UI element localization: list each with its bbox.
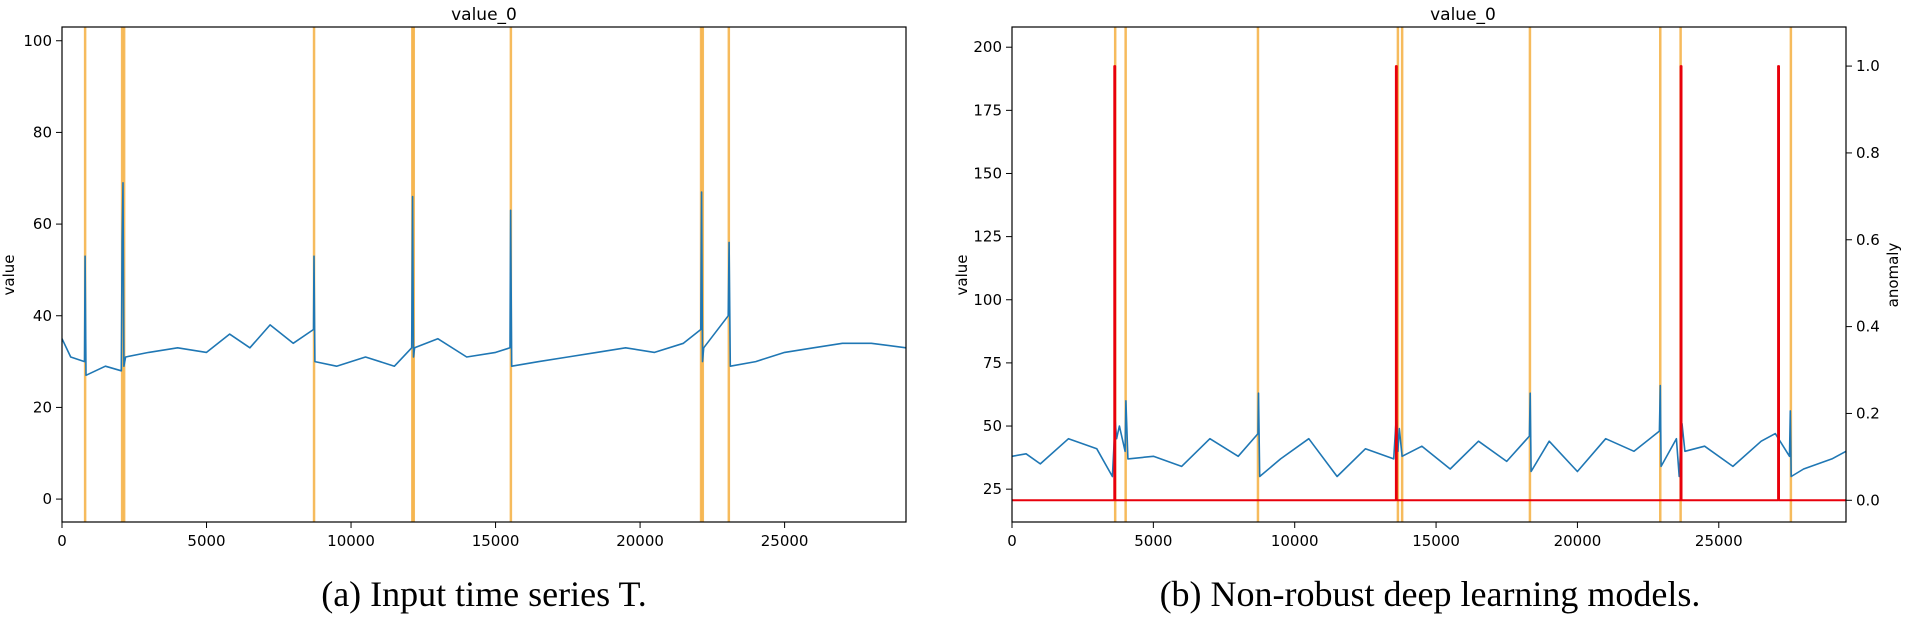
subplot-a-ytick-label-3: 60 — [33, 215, 52, 233]
subplot-a-xtick-label-5: 25000 — [761, 532, 809, 550]
subplot-b-xtick-label-4: 20000 — [1554, 532, 1602, 550]
subplot-a: value_0 value 0 5000 10000 15000 20000 25000 … — [0, 5, 907, 550]
subplot-b-frame — [1011, 26, 1847, 523]
subplot-b-ytick-label-7: 200 — [973, 38, 1002, 56]
subplot-a-ytick-label-5: 100 — [23, 32, 52, 50]
subplot-b-ytick-label-4: 125 — [973, 228, 1002, 246]
subplot-b-ytick-right-label-5: 1.0 — [1856, 57, 1880, 75]
subplot-a-xtick-label-1: 5000 — [187, 532, 225, 550]
subplot-b-xtick-label-5: 25000 — [1695, 532, 1743, 550]
subplot-a-ytick-label-4: 80 — [33, 123, 52, 141]
subplot-b-series-0 — [1011, 384, 1847, 478]
subplot-b-title: value_0 — [1430, 5, 1496, 25]
subplot-a-xtick-label-4: 20000 — [616, 532, 664, 550]
subplot-b-ytick-right-label-0: 0.0 — [1856, 491, 1880, 509]
subplot-b-ytick-label-0: 25 — [983, 480, 1002, 498]
subplot-b-ytick-label-5: 150 — [973, 164, 1002, 182]
subplot-a-ytick-label-1: 20 — [33, 398, 52, 416]
subplot-b-xtick-label-2: 10000 — [1271, 532, 1319, 550]
subplot-a-xtick-label-3: 15000 — [472, 532, 520, 550]
subplot-b-ylabel-right: anomaly — [1884, 243, 1902, 308]
subplot-b-xtick-label-1: 5000 — [1134, 532, 1172, 550]
subplot-a-ytick-label-2: 40 — [33, 307, 52, 325]
subplot-b: value_0 value anomaly 0 5000 10000 15000 200… — [953, 5, 1902, 550]
subplot-a-ylabel: value — [0, 255, 18, 296]
subplot-b-xtick-label-0: 0 — [1007, 532, 1017, 550]
subplot-a-title: value_0 — [451, 5, 517, 25]
subplot-b-ytick-right-label-2: 0.4 — [1856, 318, 1880, 336]
subplot-a-frame — [61, 26, 907, 523]
subplot-b-series-anomaly — [1012, 65, 1846, 502]
caption-a: (a) Input time series T. — [321, 574, 647, 614]
subplot-a-xtick-label-2: 10000 — [327, 532, 375, 550]
subplot-b-xtick-label-3: 15000 — [1412, 532, 1460, 550]
subplot-a-ytick-label-0: 0 — [42, 490, 52, 508]
subplot-b-ytick-label-2: 75 — [983, 354, 1002, 372]
subplot-b-ytick-label-3: 100 — [973, 291, 1002, 309]
subplot-b-ytick-right-label-4: 0.8 — [1856, 144, 1880, 162]
subplot-b-ytick-label-6: 175 — [973, 101, 1002, 119]
subplot-a-xtick-label-0: 0 — [57, 532, 67, 550]
subplot-a-series-0 — [61, 182, 907, 377]
caption-b: (b) Non-robust deep learning models. — [1160, 574, 1701, 614]
subplot-b-ytick-right-label-3: 0.6 — [1856, 231, 1880, 249]
subplot-b-ytick-label-1: 50 — [983, 417, 1002, 435]
subplot-b-ytick-right-label-1: 0.2 — [1856, 404, 1880, 422]
subplot-b-ylabel: value — [953, 255, 971, 296]
